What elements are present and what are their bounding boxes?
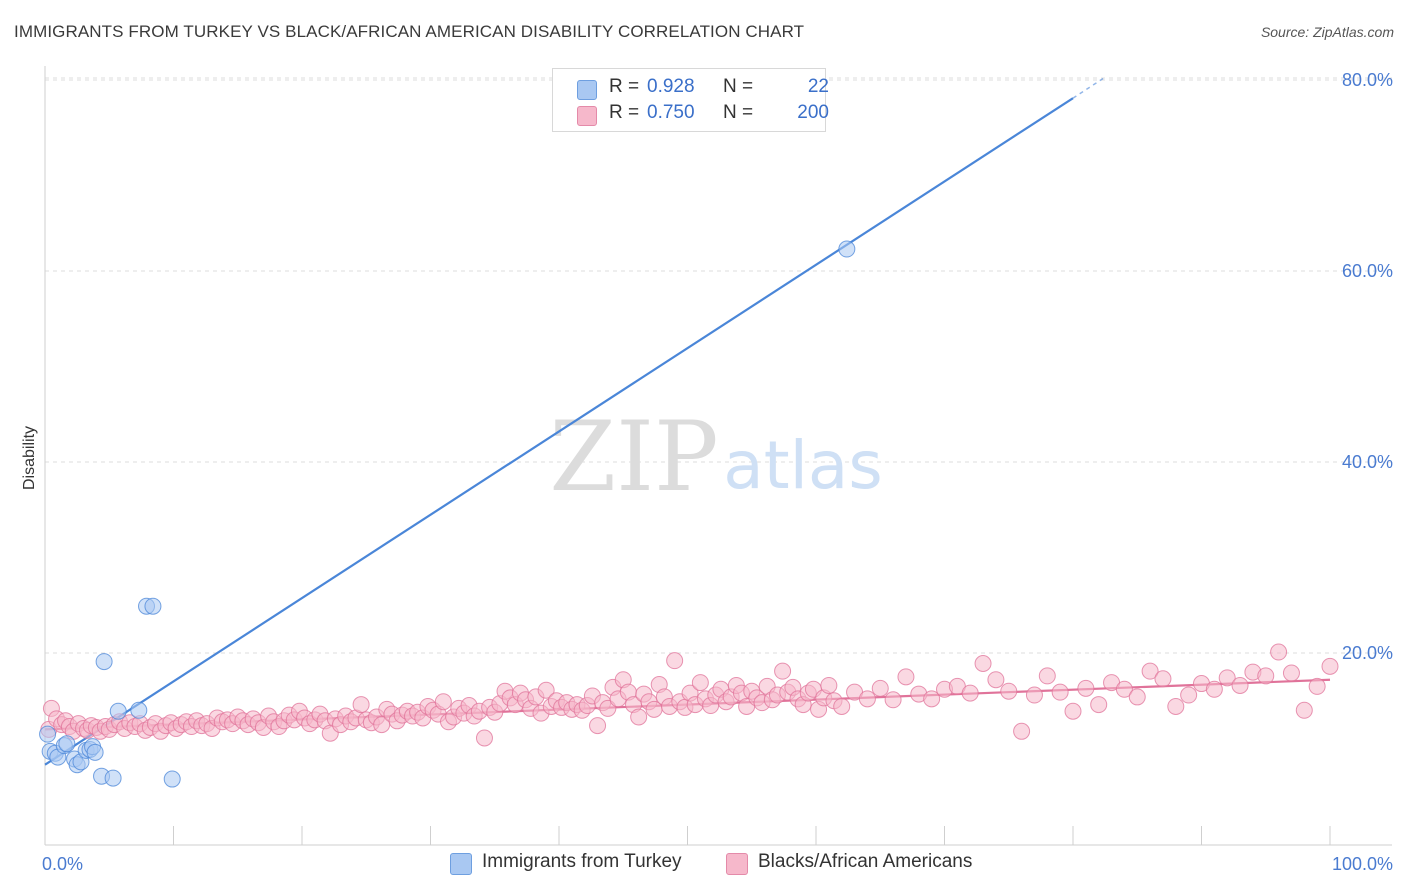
point-black <box>589 717 607 735</box>
legend-r-value: 0.750 <box>647 102 695 123</box>
point-black <box>884 691 902 709</box>
y-axis-label: Disability <box>21 426 38 490</box>
correlation-legend: R = 0.928 N = 22 R = 0.750 N = 200 <box>552 68 829 132</box>
bottom-legend-swatch-turkey <box>450 853 472 875</box>
axes <box>44 66 1392 846</box>
tick-labels: 20.0% 40.0% 60.0% 80.0% 0.0% 100.0% <box>42 70 1393 874</box>
point-black <box>1270 643 1288 661</box>
data-points <box>39 240 1339 788</box>
trendline-turkey-extension <box>1072 76 1106 99</box>
point-black <box>1282 664 1300 682</box>
point-black <box>897 668 915 686</box>
bottom-legend-label-black: Blacks/African Americans <box>758 851 973 872</box>
point-black <box>1295 701 1313 719</box>
point-black <box>961 684 979 702</box>
point-black <box>1128 688 1146 706</box>
y-tick-label: 80.0% <box>1342 70 1393 90</box>
point-black <box>987 671 1005 689</box>
legend-r-label: R = <box>609 76 640 97</box>
bottom-legend-swatch-black <box>726 853 748 875</box>
point-black <box>1257 667 1275 685</box>
point-turkey <box>104 769 122 787</box>
point-black <box>666 652 684 670</box>
legend-n-label: N = <box>723 102 754 123</box>
y-tick-label: 20.0% <box>1342 643 1393 663</box>
x-tick-label-min: 0.0% <box>42 854 83 874</box>
point-turkey <box>130 701 148 719</box>
legend-r-label: R = <box>609 102 640 123</box>
chart-title: IMMIGRANTS FROM TURKEY VS BLACK/AFRICAN … <box>14 22 805 41</box>
watermark-atlas: atlas <box>723 427 883 504</box>
y-tick-label: 40.0% <box>1342 452 1393 472</box>
point-black <box>1308 677 1326 695</box>
point-black <box>1321 657 1339 675</box>
watermark: ZIP atlas <box>549 401 882 513</box>
point-black <box>1115 680 1133 698</box>
point-black <box>352 696 370 714</box>
point-black <box>1154 670 1172 688</box>
bottom-legend-label-turkey: Immigrants from Turkey <box>482 851 682 872</box>
point-black <box>1180 686 1198 704</box>
point-black <box>1231 676 1249 694</box>
point-black <box>434 693 452 711</box>
legend-r-value: 0.928 <box>647 76 695 97</box>
y-tick-label: 60.0% <box>1342 261 1393 281</box>
point-black <box>1013 722 1031 740</box>
source-label: Source: ZipAtlas.com <box>1260 24 1394 40</box>
point-black <box>923 690 941 708</box>
point-black <box>1025 686 1043 704</box>
point-black <box>1167 697 1185 715</box>
legend-n-label: N = <box>723 76 754 97</box>
point-turkey <box>58 735 76 753</box>
point-black <box>1064 702 1082 720</box>
point-turkey <box>95 653 113 671</box>
x-tick-label-max: 100.0% <box>1332 854 1393 874</box>
legend-n-value: 200 <box>797 102 829 123</box>
point-turkey <box>163 770 181 788</box>
point-turkey <box>144 597 162 615</box>
point-black <box>974 655 992 673</box>
point-black <box>871 679 889 697</box>
point-turkey <box>838 240 856 258</box>
point-black <box>537 681 555 699</box>
point-black <box>1218 669 1236 687</box>
legend-swatch-black <box>577 106 597 126</box>
trendline-turkey <box>44 97 1074 766</box>
point-black <box>1090 696 1108 714</box>
point-black <box>858 690 876 708</box>
legend-n-value: 22 <box>807 76 829 97</box>
point-black <box>691 674 709 692</box>
point-black <box>1205 680 1223 698</box>
gridlines <box>45 77 1392 654</box>
point-black <box>475 729 493 747</box>
point-black <box>1141 662 1159 680</box>
point-black <box>1051 683 1069 701</box>
point-black <box>1038 667 1056 685</box>
point-black <box>1077 679 1095 697</box>
point-black <box>820 676 838 694</box>
point-black <box>1000 682 1018 700</box>
point-turkey <box>109 702 127 720</box>
point-black <box>774 662 792 680</box>
point-turkey <box>39 725 57 743</box>
point-turkey <box>86 743 104 761</box>
watermark-zip: ZIP <box>549 401 718 513</box>
point-black <box>630 708 648 726</box>
legend-swatch-turkey <box>577 80 597 100</box>
point-black <box>833 697 851 715</box>
